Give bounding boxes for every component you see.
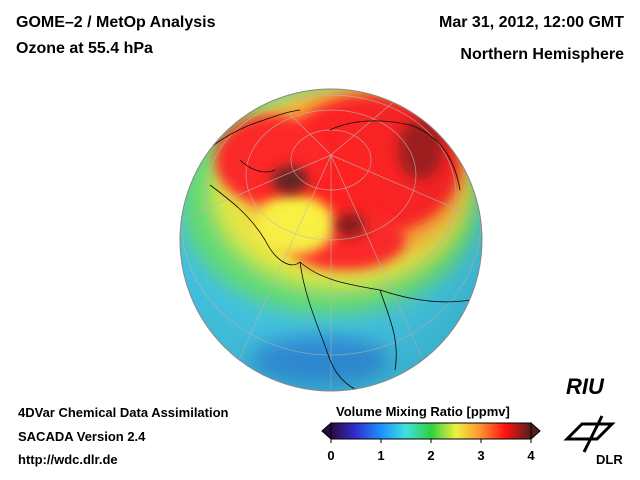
dlr-logo-text: DLR	[596, 452, 623, 467]
colorbar-tick-label: 3	[477, 448, 484, 463]
colorbar: 0 1 2 3 4	[321, 421, 541, 463]
footer-line1: 4DVar Chemical Data Assimilation	[18, 405, 229, 420]
colorbar-min-arrow	[321, 421, 332, 441]
colorbar-tick-label: 1	[377, 448, 384, 463]
region-label: Northern Hemisphere	[460, 46, 624, 63]
colorbar-tick-label: 0	[327, 448, 334, 463]
riu-logo-text: RIU	[566, 374, 604, 399]
globe-outline	[179, 88, 483, 392]
title-line1: GOME–2 / MetOp Analysis	[16, 14, 216, 31]
dlr-logo-icon	[563, 415, 616, 453]
colorbar-max-arrow	[530, 421, 541, 441]
footer-line2: SACADA Version 2.4	[18, 429, 146, 444]
riu-logo: RIU	[566, 374, 604, 400]
colorbar-tick-label: 2	[427, 448, 434, 463]
title-line2: Ozone at 55.4 hPa	[16, 40, 153, 57]
date-label: Mar 31, 2012, 12:00 GMT	[439, 14, 624, 31]
colorbar-tick-label: 4	[527, 448, 535, 463]
colorbar-gradient	[330, 422, 532, 440]
footer-url[interactable]: http://wdc.dlr.de	[18, 452, 118, 467]
colorbar-title: Volume Mixing Ratio [ppmv]	[336, 404, 510, 419]
